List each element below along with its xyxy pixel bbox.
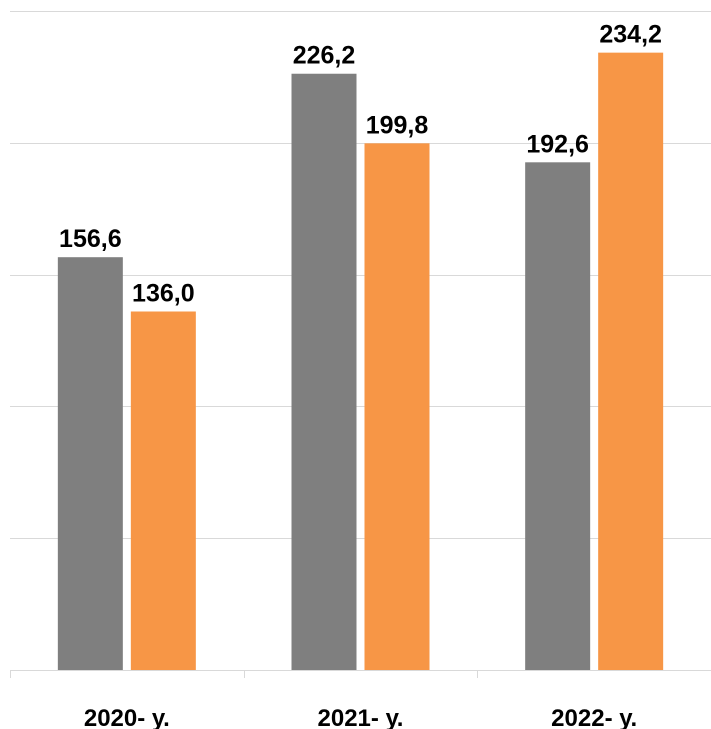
- data-labels: 156,6 136,0 226,2 199,8 192,6 234,2: [59, 21, 662, 308]
- x-axis: 2020- у. 2021- у. 2022- у.: [10, 670, 711, 729]
- bar: [57, 257, 123, 670]
- bar-value-label: 199,8: [366, 111, 429, 139]
- bar-value-label: 192,6: [526, 130, 589, 158]
- bar: [291, 73, 357, 670]
- bar: [598, 52, 664, 670]
- bar: [525, 162, 591, 670]
- bar: [364, 143, 430, 670]
- bar-value-label: 136,0: [132, 280, 195, 308]
- bar: [130, 311, 196, 670]
- bar-value-label: 156,6: [59, 225, 122, 253]
- gridlines: [10, 11, 711, 539]
- x-tick-label: 2021- у.: [318, 705, 404, 729]
- x-tick-label: 2022- у.: [551, 705, 637, 729]
- bars: [57, 52, 664, 670]
- bar-value-label: 234,2: [599, 21, 662, 49]
- bar-value-label: 226,2: [293, 42, 356, 70]
- x-tick-label: 2020- у.: [84, 705, 170, 729]
